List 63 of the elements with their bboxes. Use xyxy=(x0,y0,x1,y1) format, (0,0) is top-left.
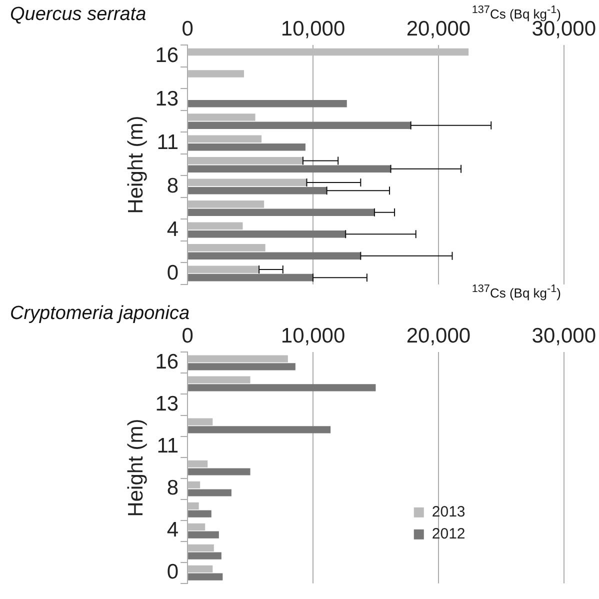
bar xyxy=(188,363,296,370)
bar xyxy=(188,489,232,496)
bar xyxy=(188,523,206,530)
bar xyxy=(188,178,307,186)
bar xyxy=(188,100,347,108)
y-tick-label: 16 xyxy=(155,44,179,67)
x-tick-label: 10,000 xyxy=(280,17,346,40)
bar xyxy=(188,222,243,230)
bar xyxy=(188,157,303,164)
bar xyxy=(188,208,374,216)
x-tick-label: 20,000 xyxy=(406,324,471,348)
y-tick-label: 11 xyxy=(156,434,179,458)
bar xyxy=(188,122,411,130)
legend-label: 2013 xyxy=(432,504,466,521)
y-tick-label: 11 xyxy=(156,130,179,154)
bar xyxy=(188,274,313,282)
x-tick-label: 10,000 xyxy=(280,324,346,348)
y-axis-title: Height (m) xyxy=(124,116,148,214)
bar xyxy=(188,376,250,384)
y-tick-label: 4 xyxy=(166,518,179,542)
bar xyxy=(188,266,260,274)
bar xyxy=(188,355,288,362)
x-axis-title: $^{137}$Cs (Bq kg$^{-1}$) xyxy=(472,283,561,300)
bar xyxy=(188,186,327,194)
x-tick-label: 0 xyxy=(182,324,194,348)
bar xyxy=(188,165,391,173)
bar xyxy=(188,114,256,121)
bar xyxy=(188,143,306,151)
bar xyxy=(188,252,361,260)
y-axis-title: Height (m) xyxy=(124,418,148,517)
bar xyxy=(188,230,346,238)
y-tick-label: 0 xyxy=(166,261,179,284)
bar xyxy=(188,468,250,476)
y-tick-label: 13 xyxy=(155,392,179,416)
legend-label: 2012 xyxy=(432,526,466,543)
chart-title: Cryptomeria japonica xyxy=(10,303,190,325)
y-tick-label: 16 xyxy=(155,350,179,374)
bar xyxy=(188,510,212,518)
bar xyxy=(188,426,331,434)
x-tick-label: 20,000 xyxy=(406,17,471,40)
bar xyxy=(188,502,199,510)
bar xyxy=(188,244,266,252)
bar xyxy=(188,200,264,208)
bar xyxy=(188,135,262,143)
bar xyxy=(188,70,244,78)
bar xyxy=(188,544,214,552)
bar xyxy=(188,481,200,488)
bar xyxy=(188,48,469,56)
bar xyxy=(188,573,223,580)
bar xyxy=(188,552,222,560)
y-tick-label: 8 xyxy=(166,476,179,500)
bar xyxy=(188,531,219,538)
bar xyxy=(188,460,208,468)
x-tick-label: 30,000 xyxy=(532,324,596,348)
chart-title: Quercus serrata xyxy=(10,4,146,26)
bar xyxy=(188,565,213,572)
y-tick-label: 0 xyxy=(166,560,179,584)
y-tick-label: 13 xyxy=(155,87,179,110)
y-tick-label: 4 xyxy=(166,218,179,241)
bar xyxy=(188,384,376,392)
x-tick-label: 0 xyxy=(182,17,194,40)
y-tick-label: 8 xyxy=(166,174,179,198)
bar xyxy=(188,418,213,426)
